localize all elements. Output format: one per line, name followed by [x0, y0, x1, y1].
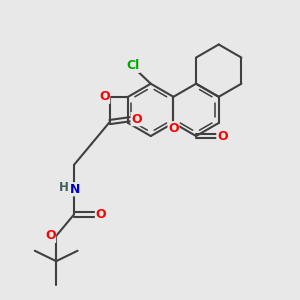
Text: O: O: [217, 130, 227, 142]
Text: Cl: Cl: [126, 59, 140, 72]
Text: O: O: [99, 90, 110, 103]
Text: H: H: [59, 181, 69, 194]
Text: N: N: [70, 183, 81, 196]
Text: O: O: [95, 208, 106, 221]
Text: O: O: [168, 122, 179, 135]
Text: O: O: [131, 112, 142, 126]
Text: O: O: [45, 230, 56, 242]
